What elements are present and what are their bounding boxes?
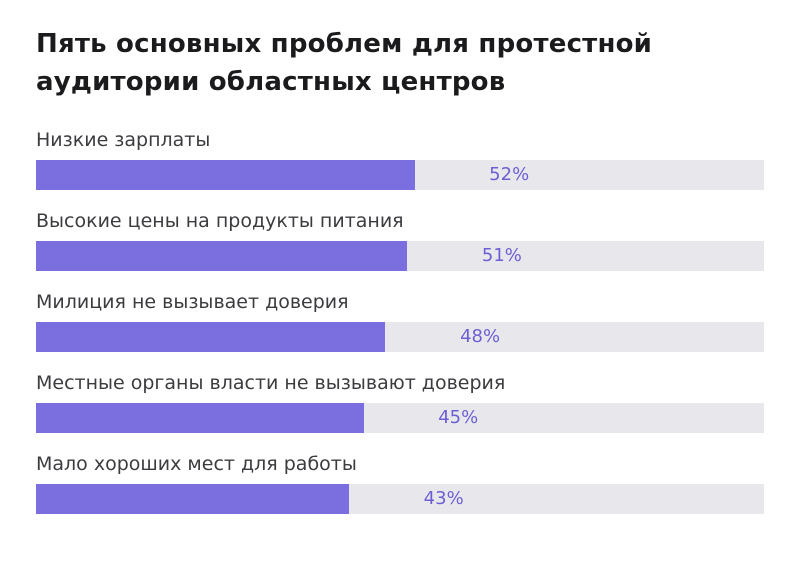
value-label: 45% bbox=[438, 407, 479, 429]
category-label: Мало хороших мест для работы bbox=[36, 453, 357, 476]
value-label: 43% bbox=[423, 488, 464, 510]
value-label: 52% bbox=[489, 164, 530, 186]
bar-track: 45% bbox=[36, 403, 764, 434]
bar-fill bbox=[36, 484, 350, 515]
bar-rows: Низкие зарплаты 52% Высокие цены на продук… bbox=[36, 129, 764, 515]
bar-row: Низкие зарплаты 52% bbox=[36, 129, 764, 191]
bar-track: 51% bbox=[36, 241, 764, 272]
bar-fill bbox=[36, 160, 415, 191]
category-label: Милиция не вызывает доверия bbox=[36, 291, 349, 314]
bar-fill bbox=[36, 322, 386, 353]
value-label: 51% bbox=[481, 245, 522, 267]
bar-track: 52% bbox=[36, 160, 764, 191]
category-label: Низкие зарплаты bbox=[36, 129, 211, 152]
category-label: Местные органы власти не вызывают довери… bbox=[36, 372, 506, 395]
bar-track: 48% bbox=[36, 322, 764, 353]
bar-track: 43% bbox=[36, 484, 764, 515]
bar-row: Высокие цены на продукты питания 51% bbox=[36, 210, 764, 272]
bar-row: Мало хороших мест для работы 43% bbox=[36, 453, 764, 515]
bar-row: Местные органы власти не вызывают довери… bbox=[36, 372, 764, 434]
bar-fill bbox=[36, 241, 408, 272]
bar-row: Милиция не вызывает доверия 48% bbox=[36, 291, 764, 353]
chart-title: Пять основных проблем для протестной ауд… bbox=[36, 29, 653, 97]
bar-fill bbox=[36, 403, 364, 434]
category-label: Высокие цены на продукты питания bbox=[36, 210, 404, 233]
value-label: 48% bbox=[460, 326, 501, 348]
